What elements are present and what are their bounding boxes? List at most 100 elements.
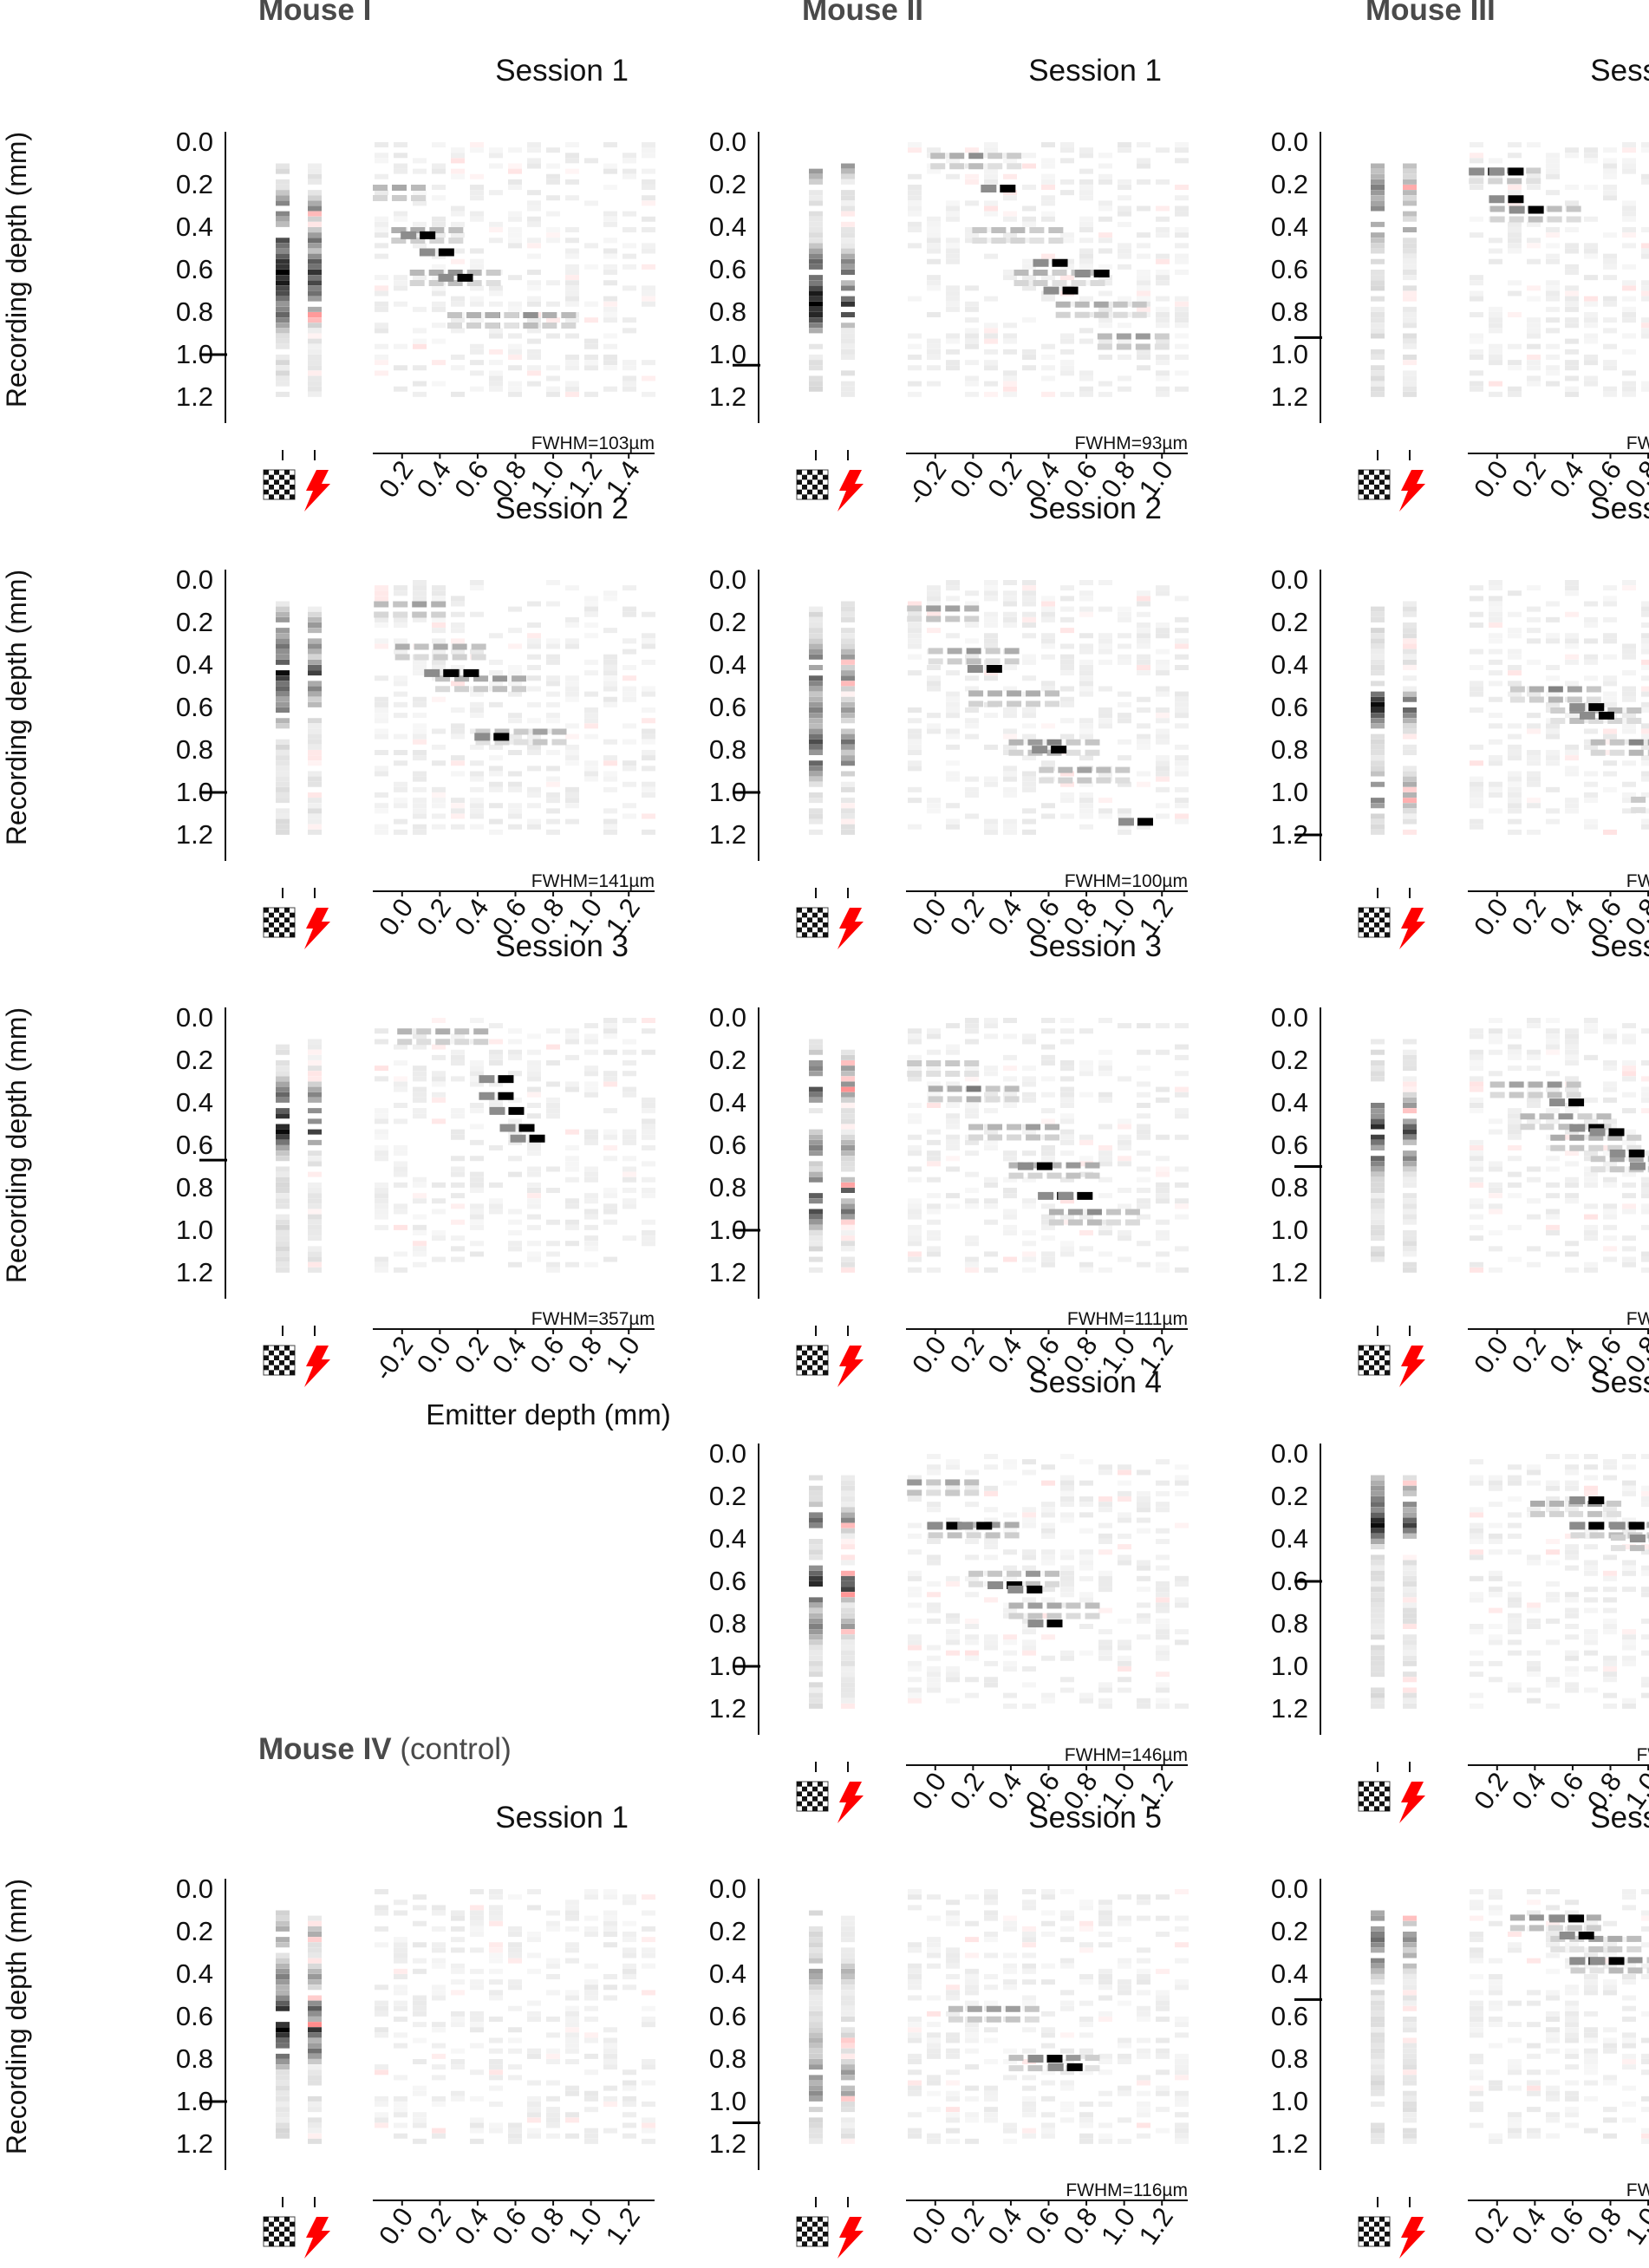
- heatmap-background-cell: [642, 729, 655, 734]
- heatmap-background-cell: [584, 1140, 598, 1145]
- heatmap-background-cell: [527, 381, 541, 387]
- heatmap-background-cell: [927, 687, 941, 692]
- heatmap-background-cell: [946, 1698, 960, 1704]
- heatmap-band-cell: [1045, 1571, 1059, 1577]
- heatmap-background-cell: [908, 1646, 922, 1651]
- heatmap-background-cell: [1156, 1629, 1170, 1634]
- heatmap-background-cell: [1098, 1581, 1112, 1587]
- heatmap-band-cell: [1548, 1092, 1562, 1098]
- heatmap-background-cell: [908, 147, 922, 153]
- heatmap-background-cell: [1508, 1045, 1522, 1050]
- visual-response-cell: [1371, 760, 1385, 766]
- visual-response-cell: [809, 1544, 823, 1549]
- heatmap-background-cell: [1565, 1486, 1579, 1491]
- heatmap-band-cell: [1610, 750, 1625, 756]
- laser-response-cell: [1403, 195, 1417, 200]
- heatmap-background-cell: [1622, 1629, 1636, 1634]
- heatmap-background-cell: [1603, 1587, 1617, 1592]
- heatmap-background-cell: [584, 1087, 598, 1092]
- heatmap-background-cell: [1060, 1040, 1074, 1045]
- heatmap-background-cell: [394, 1161, 407, 1166]
- heatmap-background-cell: [622, 387, 636, 392]
- heatmap-background-cell: [1508, 1481, 1522, 1486]
- heatmap-background-cell: [603, 387, 617, 392]
- heatmap-background-cell: [489, 819, 503, 824]
- heatmap-background-cell: [451, 814, 465, 819]
- heatmap-background-cell: [1060, 1150, 1074, 1156]
- heatmap-background-cell: [1060, 1486, 1074, 1491]
- heatmap-background-cell: [413, 755, 427, 760]
- heatmap-background-cell: [1137, 1215, 1150, 1220]
- laser-response-cell: [841, 1257, 855, 1262]
- heatmap-band-cell: [374, 602, 388, 608]
- heatmap-background-cell: [1565, 1055, 1579, 1060]
- heatmap-band-cell: [972, 227, 987, 233]
- heatmap-background-cell: [1137, 1603, 1150, 1608]
- heatmap-background-cell: [1137, 1130, 1150, 1135]
- heatmap-background-cell: [984, 1639, 998, 1645]
- heatmap-background-cell: [1508, 612, 1522, 617]
- heatmap-background-cell: [1546, 1682, 1560, 1687]
- heatmap-background-cell: [584, 760, 598, 766]
- heatmap-background-cell: [413, 169, 427, 174]
- heatmap-background-cell: [1603, 1082, 1617, 1087]
- heatmap-background-cell: [1060, 687, 1074, 692]
- heatmap-background-cell: [1565, 1481, 1579, 1486]
- heatmap-background-cell: [1546, 259, 1560, 264]
- heatmap-background-cell: [984, 1539, 998, 1544]
- heatmap-background-cell: [451, 1167, 465, 1172]
- visual-response-cell: [809, 254, 823, 259]
- heatmap-background-cell: [984, 1252, 998, 1257]
- heatmap-background-cell: [1022, 1076, 1036, 1081]
- visual-response-cell: [1371, 355, 1385, 360]
- heatmap-hot-cell: [1007, 1586, 1023, 1593]
- heatmap-background-cell: [603, 1028, 617, 1033]
- heatmap-band-cell: [945, 605, 960, 611]
- heatmap-background-cell: [622, 1140, 636, 1145]
- heatmap-background-cell: [946, 1023, 960, 1028]
- visual-response-cell: [1371, 1167, 1385, 1172]
- heatmap-background-cell: [642, 692, 655, 697]
- heatmap-background-cell: [1156, 1050, 1170, 1055]
- heatmap-background-cell: [1470, 1235, 1483, 1241]
- heatmap-background-cell: [451, 628, 465, 633]
- heatmap-band-cell: [1529, 697, 1544, 703]
- heatmap-background-cell: [375, 750, 388, 755]
- visual-response-cell: [809, 1167, 823, 1172]
- heatmap-background-cell: [1489, 1486, 1502, 1491]
- heatmap-background-cell: [508, 644, 522, 649]
- heatmap-background-cell: [451, 1257, 465, 1262]
- heatmap-background-cell: [1565, 285, 1579, 290]
- visual-response-cell: [1371, 164, 1385, 169]
- heatmap-background-cell: [1137, 270, 1150, 275]
- heatmap-background-cell: [1137, 1066, 1150, 1071]
- heatmap-band-cell: [1007, 163, 1021, 169]
- heatmap-background-cell: [1584, 745, 1598, 750]
- visual-response-cell: [276, 1268, 290, 1273]
- heatmap-background-cell: [489, 681, 503, 686]
- heatmap-background-cell: [603, 740, 617, 745]
- heatmap-background-cell: [1527, 1554, 1541, 1560]
- heatmap-background-cell: [470, 285, 484, 290]
- heatmap-background-cell: [1527, 355, 1541, 360]
- visual-response-cell: [809, 622, 823, 628]
- heatmap-background-cell: [1527, 323, 1541, 328]
- heatmap-background-cell: [1098, 1688, 1112, 1693]
- heatmap-background-cell: [1470, 142, 1483, 147]
- visual-response-cell: [1371, 1502, 1385, 1507]
- heatmap-band-cell: [552, 729, 567, 735]
- heatmap-background-cell: [1584, 381, 1598, 387]
- laser-response-cell: [841, 280, 855, 285]
- heatmap-background-cell: [584, 1167, 598, 1172]
- heatmap-background-cell: [565, 675, 579, 681]
- heatmap-background-cell: [1622, 713, 1636, 718]
- laser-response-cell: [308, 312, 322, 317]
- visual-response-cell: [809, 1066, 823, 1071]
- heatmap-background-cell: [1098, 1704, 1112, 1709]
- heatmap-background-cell: [1565, 1454, 1579, 1459]
- visual-response-cell: [809, 1629, 823, 1634]
- heatmap-band-cell: [486, 270, 501, 276]
- heatmap-background-cell: [451, 1108, 465, 1113]
- heatmap-background-cell: [1060, 1140, 1074, 1145]
- heatmap-background-cell: [1470, 649, 1483, 655]
